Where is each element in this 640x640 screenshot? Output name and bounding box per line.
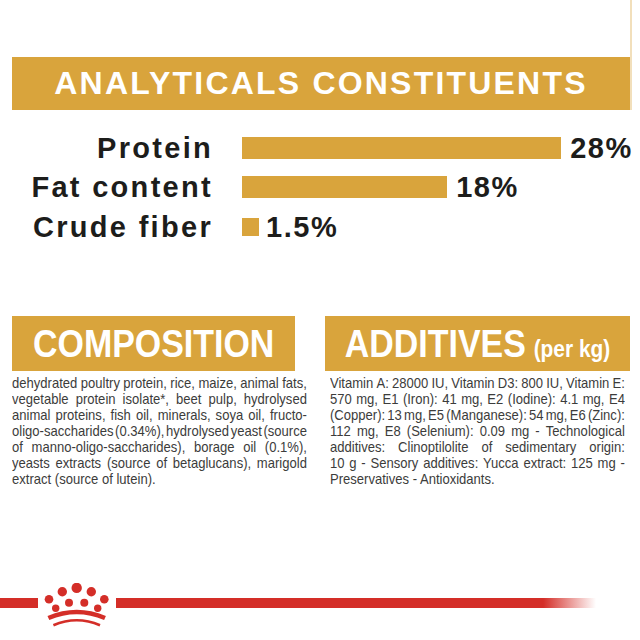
- additives-banner-subtitle: (per kg): [534, 335, 611, 363]
- chart-value-label: 28%: [570, 132, 633, 164]
- paragraph-line: 112mg,E8(Selenium):0.09mg-Technological: [330, 423, 625, 439]
- chart-category-label: Protein: [0, 132, 213, 164]
- paragraph-line: oligo-saccharides(0.34%),hydrolysedyeast…: [12, 423, 307, 439]
- paragraph-line: additives:Clinoptiloliteofsedimentaryori…: [330, 439, 625, 455]
- additives-paragraph: VitaminA:28000IU,VitaminD3:800IU,Vitamin…: [330, 375, 625, 487]
- paragraph-line: yeastsextracts(sourceofbetaglucans),mari…: [12, 455, 307, 471]
- analytical-constituents-chart: Protein 28% Fat content 18% Crude fiber 1.5%: [0, 0, 640, 280]
- paragraph-line: animalproteins,fishoil,minerals,soyaoil,…: [12, 407, 307, 423]
- paragraph-line: extract (source of lutein).: [12, 471, 307, 487]
- chart-category-label: Crude fiber: [0, 211, 213, 243]
- royal-canin-crown-icon: [42, 583, 112, 633]
- chart-bar: [242, 137, 561, 159]
- footer-rule-left: [0, 598, 38, 608]
- pet-food-label-page: ANALYTICALS CONSTITUENTS Protein28%Fat c…: [0, 0, 640, 640]
- composition-banner: COMPOSITION: [12, 316, 295, 371]
- paragraph-line: 10g-Sensoryadditives:Yuccaextract:125mg-: [330, 455, 625, 471]
- additives-banner: ADDITIVES (per kg): [325, 316, 630, 371]
- chart-bar: [242, 218, 259, 236]
- chart-value-label: 18%: [456, 171, 519, 203]
- paragraph-line: dehydratedpoultryprotein,rice,maize,anim…: [12, 375, 307, 391]
- paragraph-line: vegetableproteinisolate*,beetpulp,hydrol…: [12, 391, 307, 407]
- composition-paragraph: dehydratedpoultryprotein,rice,maize,anim…: [12, 375, 307, 487]
- paragraph-line: 570mg,E1(Iron):41mg,E2(Iodine):4.1mg,E4: [330, 391, 625, 407]
- composition-banner-title: COMPOSITION: [33, 322, 274, 366]
- chart-category-label: Fat content: [0, 171, 213, 203]
- chart-value-label: 1.5%: [266, 211, 338, 243]
- chart-bar: [242, 176, 447, 198]
- paragraph-line: ofmanno-oligo-saccharides),borageoil(0.1…: [12, 439, 307, 455]
- footer-rule-right: [116, 598, 596, 608]
- paragraph-line: Preservatives - Antioxidants.: [330, 471, 625, 487]
- paragraph-line: VitaminA:28000IU,VitaminD3:800IU,Vitamin…: [330, 375, 625, 391]
- paragraph-line: (Copper):13mg,E5(Manganese):54mg,E6(Zinc…: [330, 407, 625, 423]
- additives-banner-title: ADDITIVES: [345, 322, 526, 366]
